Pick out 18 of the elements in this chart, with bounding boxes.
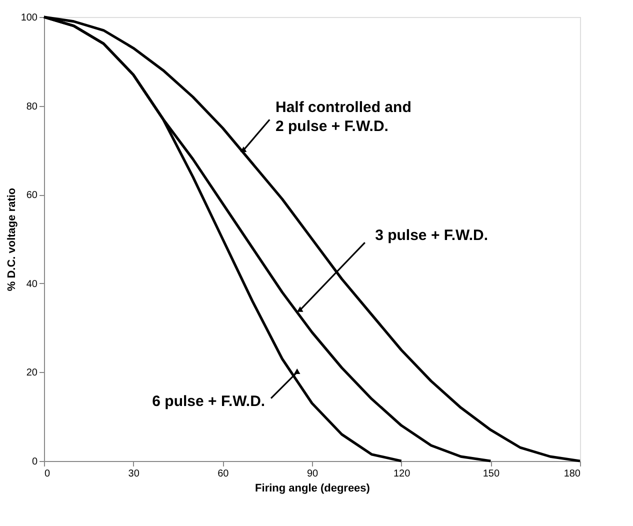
x-tick-label: 60	[218, 468, 230, 480]
y-tick-label: 60	[26, 190, 38, 202]
x-tick-label: 120	[393, 468, 411, 480]
y-tick-label: 20	[26, 368, 38, 379]
x-tick-label: 150	[482, 468, 500, 480]
y-tick-label: 80	[26, 101, 38, 112]
y-tick-label: 0	[32, 456, 38, 468]
y-axis-title: % D.C. voltage ratio	[6, 188, 18, 292]
x-axis-title: Firing angle (degrees)	[255, 482, 370, 494]
x-tick-label: 90	[306, 468, 318, 480]
annotation: 3 pulse + F.W.D.	[375, 227, 488, 244]
y-tick-label: 100	[20, 12, 38, 24]
x-tick-label: 0	[44, 468, 50, 480]
x-tick-label: 30	[128, 468, 140, 480]
annotation: 6 pulse + F.W.D.	[152, 393, 266, 410]
x-tick-label: 180	[564, 468, 581, 480]
y-tick-label: 40	[26, 278, 38, 290]
annotation: Half controlled and 2 pulse + F.W.D.	[276, 99, 412, 136]
